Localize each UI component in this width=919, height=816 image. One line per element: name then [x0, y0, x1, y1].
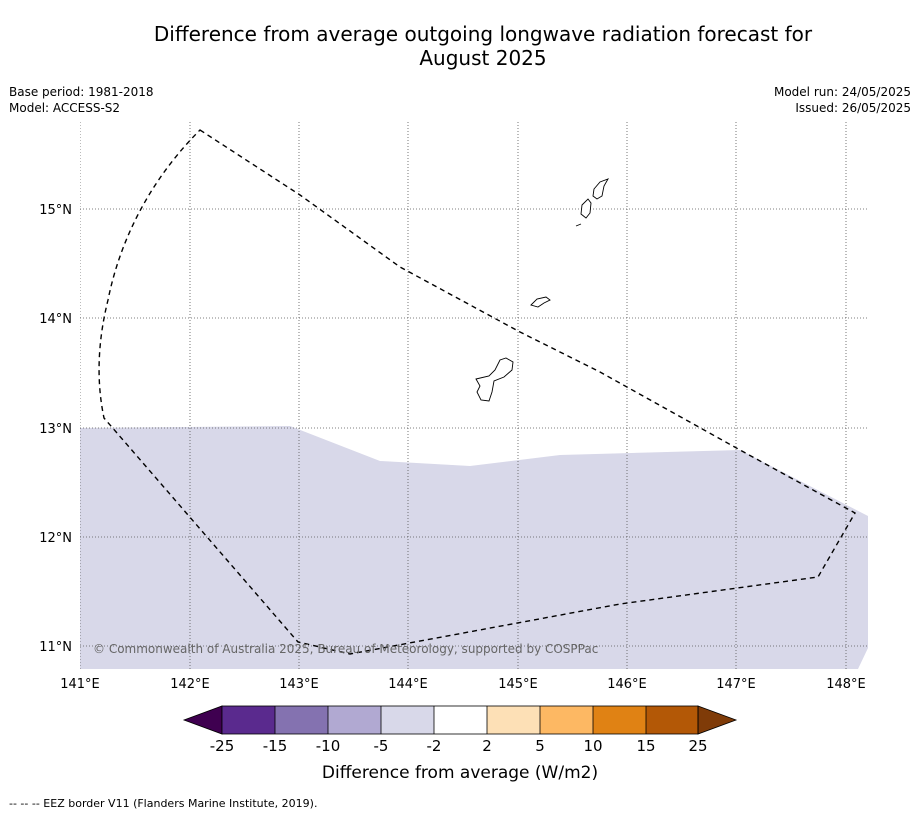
colorbar-bin-1	[222, 706, 275, 734]
gridlines	[80, 122, 868, 669]
colorbar-tick: 25	[688, 737, 707, 755]
colorbar-tick: -2	[427, 737, 442, 755]
colorbar-dividers	[221, 705, 699, 735]
colorbar-tick: 15	[636, 737, 655, 755]
lon-tick-144e: 144°E	[388, 677, 428, 692]
lon-tick-145e: 145°E	[498, 677, 538, 692]
island-rota	[530, 296, 551, 308]
eez-footnote: -- -- -- EEZ border V11 (Flanders Marine…	[9, 797, 318, 810]
copyright-notice: © Commonwealth of Australia 2025, Bureau…	[93, 642, 598, 656]
lat-tick-labels: 15°N 14°N 13°N 12°N 11°N	[39, 203, 72, 655]
colorbar-tick: -15	[263, 737, 288, 755]
colorbar-bin-9	[646, 706, 698, 734]
colorbar-bin-5	[434, 706, 487, 734]
meta-right: Model run: 24/05/2025 Issued: 26/05/2025	[774, 84, 911, 116]
model-run: Model run: 24/05/2025	[773, 85, 911, 99]
lon-tick-143e: 143°E	[279, 677, 319, 692]
lat-tick-14n: 14°N	[39, 312, 72, 327]
colorbar-extend-high	[697, 705, 738, 735]
lon-tick-147e: 147°E	[716, 677, 756, 692]
map-panel: © Commonwealth of Australia 2025, Bureau…	[80, 122, 868, 669]
title-line-1: Difference from average outgoing longwav…	[153, 22, 813, 46]
meta-left: Base period: 1981-2018 Model: ACCESS-S2	[9, 84, 154, 116]
lat-tick-15n: 15°N	[39, 203, 72, 218]
eez-border	[98, 129, 856, 655]
colorbar-tick: -5	[374, 737, 389, 755]
chart-title: Difference from average outgoing longwav…	[60, 22, 906, 70]
colorbar-tick: 5	[535, 737, 545, 755]
colorbar-bin-4	[381, 706, 434, 734]
lon-tick-146e: 146°E	[607, 677, 647, 692]
lon-tick-141e: 141°E	[60, 677, 100, 692]
colorbar-bin-8	[593, 706, 646, 734]
colorbar-tick: -10	[316, 737, 341, 755]
islands	[475, 178, 610, 402]
anomaly-region-shaded	[80, 426, 868, 669]
colorbar-bin-6	[487, 706, 540, 734]
lat-tick-13n: 13°N	[39, 422, 72, 437]
colorbar-tick: 2	[482, 737, 492, 755]
colorbar-tick: 10	[583, 737, 602, 755]
issued-date: Issued: 26/05/2025	[795, 101, 911, 115]
colorbar-extend-low	[182, 705, 223, 735]
lon-tick-148e: 148°E	[826, 677, 866, 692]
island-guam	[475, 357, 514, 402]
colorbar-bin-7	[540, 706, 593, 734]
title-line-2: August 2025	[419, 46, 547, 70]
island-aguijan	[575, 223, 582, 227]
lat-tick-11n: 11°N	[39, 640, 72, 655]
colorbar-tick: -25	[210, 737, 235, 755]
lon-tick-labels: 141°E 142°E 143°E 144°E 145°E 146°E 147°…	[60, 677, 866, 692]
base-period: Base period: 1981-2018	[9, 85, 154, 99]
colorbar-bin-3	[328, 706, 381, 734]
island-saipan	[592, 178, 610, 200]
colorbar-title: Difference from average (W/m2)	[322, 763, 598, 783]
island-tinian	[580, 198, 592, 219]
lon-tick-142e: 142°E	[170, 677, 210, 692]
colorbar-tick-labels: -25 -15 -10 -5 -2 2 5 10 15 25	[210, 737, 708, 755]
colorbar-bin-2	[275, 706, 328, 734]
lat-tick-12n: 12°N	[39, 531, 72, 546]
colorbar: -25 -15 -10 -5 -2 2 5 10 15 25 Differenc…	[182, 705, 738, 783]
model-name: Model: ACCESS-S2	[9, 101, 121, 115]
colorbar-outline	[221, 705, 699, 735]
